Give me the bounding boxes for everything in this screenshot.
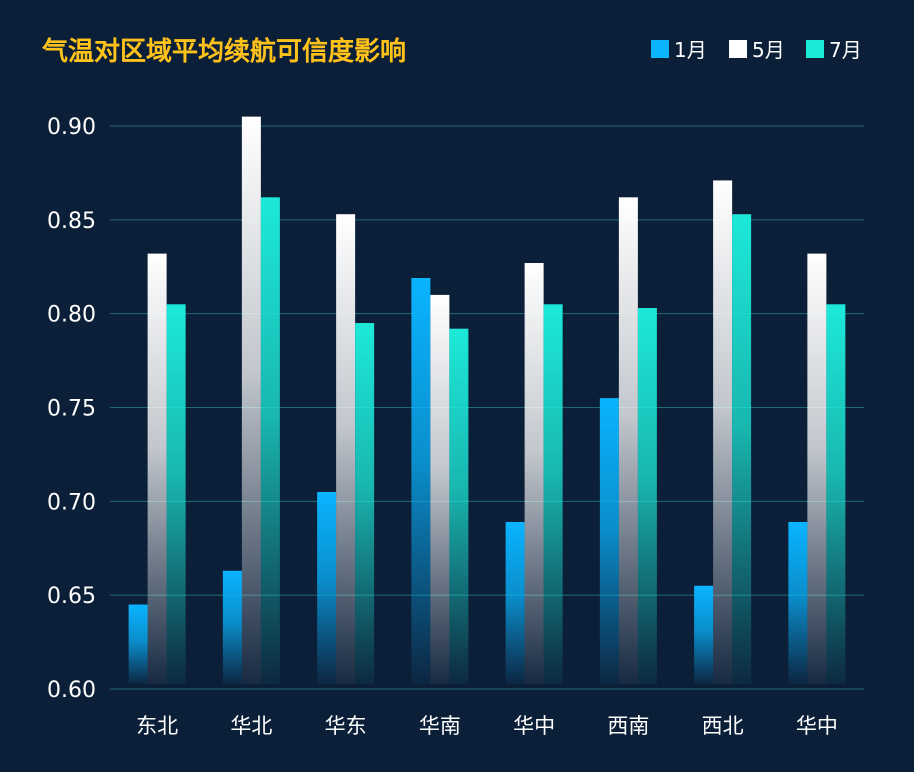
x-category-label: 华南 bbox=[419, 714, 461, 738]
legend-label: 5月 bbox=[752, 38, 785, 62]
bar bbox=[505, 521, 525, 684]
bar bbox=[166, 304, 186, 684]
legend-swatch bbox=[729, 40, 747, 58]
x-category-label: 华东 bbox=[325, 714, 367, 738]
y-tick-label: 0.85 bbox=[47, 209, 96, 234]
legend-swatch bbox=[651, 40, 669, 58]
y-tick-label: 0.90 bbox=[47, 115, 96, 140]
legend: 1月 5月 7月 bbox=[651, 38, 862, 62]
y-tick-label: 0.80 bbox=[47, 303, 96, 328]
bar bbox=[694, 585, 714, 684]
y-axis-ticks: 0.60 0.65 0.70 0.75 0.80 0.85 0.90 bbox=[47, 115, 96, 703]
bar bbox=[618, 197, 638, 684]
bar bbox=[260, 197, 280, 684]
bar bbox=[788, 521, 808, 684]
legend-swatch bbox=[806, 40, 824, 58]
x-axis-categories: 东北 华北 华东 华南 华中 西南 西北 华中 bbox=[136, 714, 838, 738]
bar bbox=[317, 491, 337, 684]
bar bbox=[336, 214, 356, 684]
x-category-label: 西北 bbox=[702, 714, 744, 738]
bar bbox=[147, 253, 167, 684]
chart-title: 气温对区域平均续航可信度影响 bbox=[41, 36, 406, 67]
y-tick-label: 0.70 bbox=[47, 490, 96, 515]
bar bbox=[543, 304, 563, 684]
bars bbox=[128, 116, 846, 684]
bar bbox=[637, 308, 657, 684]
bar bbox=[599, 398, 619, 684]
bar bbox=[128, 604, 148, 684]
bar bbox=[241, 116, 261, 684]
bar bbox=[732, 214, 752, 684]
x-category-label: 华中 bbox=[513, 714, 555, 738]
bar bbox=[411, 278, 431, 684]
y-tick-label: 0.65 bbox=[47, 584, 96, 609]
bar bbox=[449, 328, 469, 684]
x-category-label: 东北 bbox=[136, 714, 178, 738]
bar bbox=[826, 304, 846, 684]
bar bbox=[430, 294, 450, 684]
bar bbox=[713, 180, 733, 684]
bar bbox=[355, 323, 375, 684]
x-category-label: 华中 bbox=[796, 714, 838, 738]
bar bbox=[807, 253, 827, 684]
legend-label: 1月 bbox=[674, 38, 707, 62]
legend-label: 7月 bbox=[829, 38, 862, 62]
x-category-label: 西南 bbox=[607, 714, 649, 738]
y-tick-label: 0.60 bbox=[47, 678, 96, 703]
bar bbox=[524, 262, 544, 684]
y-tick-label: 0.75 bbox=[47, 397, 96, 422]
bar bbox=[222, 570, 242, 684]
x-category-label: 华北 bbox=[230, 714, 272, 738]
